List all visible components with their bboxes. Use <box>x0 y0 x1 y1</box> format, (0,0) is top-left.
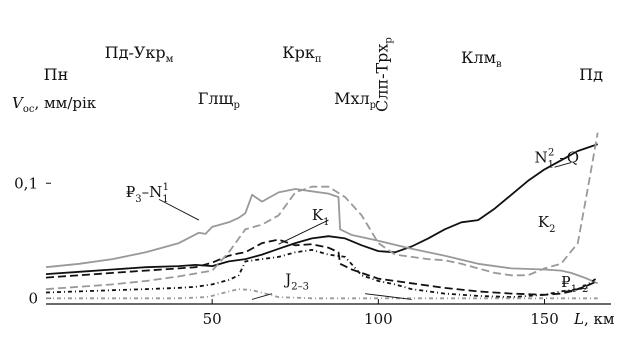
y-tick-label: 0 <box>28 289 38 307</box>
region-label: Глщр <box>198 89 240 111</box>
series-label-0: N12 –Q <box>535 148 579 171</box>
annotation-leader <box>278 219 329 245</box>
region-label: Кркп <box>282 43 322 65</box>
annotation-leader <box>158 198 200 221</box>
series-label-3: K2 <box>538 213 556 235</box>
series-label-5: J2–3 <box>283 270 309 292</box>
series-label-1: ₽3–N11 <box>126 182 169 205</box>
series-line-5 <box>46 288 598 300</box>
x-tick-label: 50 <box>203 310 222 328</box>
y-tick-label: 0,1 <box>14 174 38 192</box>
y-axis-label: Vос, мм/рік <box>12 94 97 115</box>
region-label: Пд-Укрм <box>105 43 174 65</box>
annotation-leader <box>365 293 412 300</box>
region-label: Мхлр <box>334 89 376 111</box>
annotation-lines <box>158 162 588 300</box>
y-axis-title: Vос, мм/рік <box>12 94 97 115</box>
series-label-2: K1 <box>312 206 330 228</box>
region-label: Пд <box>579 65 603 84</box>
series-line-1 <box>45 188 599 285</box>
region-label: Клмв <box>461 48 502 70</box>
series-line-0 <box>45 143 598 275</box>
axes: 50 100 150 0 0,1 <box>14 174 611 328</box>
series-labels: N12 –Q ₽3–N11 K1 K2 ₽1–2 J2–3 <box>126 148 589 295</box>
x-axis-title: L, км <box>573 310 615 328</box>
x-axis-label: L, км <box>573 310 615 328</box>
x-tick-label: 150 <box>530 310 559 328</box>
annotation-leader <box>251 293 273 300</box>
region-label: Пн <box>44 65 69 84</box>
series-line-3 <box>45 132 599 290</box>
series-line-2 <box>45 238 599 296</box>
series-line-4 <box>45 248 599 299</box>
series-lines <box>45 132 599 300</box>
annotation-leader <box>554 162 572 168</box>
annotation-leader <box>564 287 588 292</box>
series-label-4: ₽1–2 <box>561 273 588 295</box>
region-label: Слп-Трхр <box>373 37 395 112</box>
x-tick-label: 100 <box>364 310 393 328</box>
